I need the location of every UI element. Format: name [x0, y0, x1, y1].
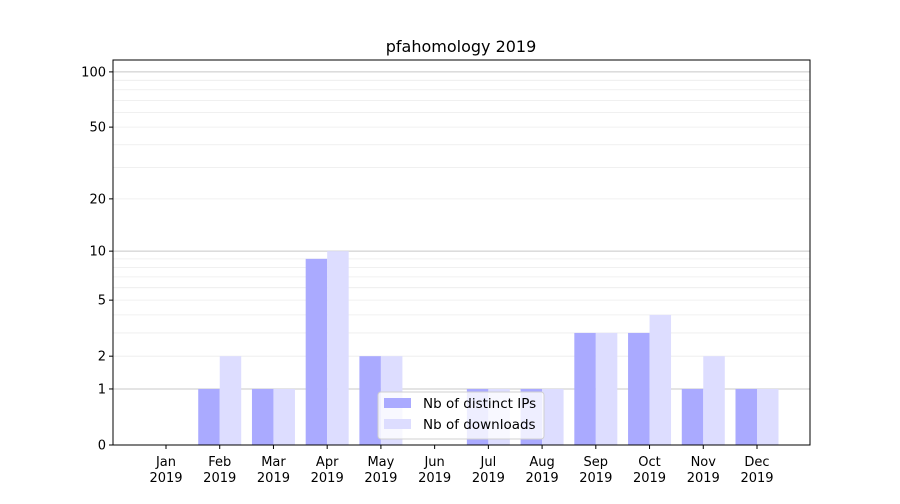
x-tick-label-month: Sep: [584, 455, 609, 470]
x-tick-label-year: 2019: [687, 471, 720, 486]
x-tick-label-year: 2019: [149, 471, 182, 486]
x-tick-label-month: Apr: [316, 455, 339, 470]
bar-downloads: [327, 251, 349, 445]
bar-downloads: [219, 356, 242, 445]
x-tick-label-year: 2019: [257, 471, 290, 486]
chart-title: pfahomology 2019: [386, 37, 537, 56]
x-tick-label-month: Jan: [155, 455, 176, 470]
x-tick-label-month: Nov: [691, 455, 717, 470]
bar-downloads: [542, 388, 564, 445]
x-tick-label-year: 2019: [633, 471, 666, 486]
bar-ips: [359, 356, 381, 445]
y-tick-label: 0: [98, 439, 106, 454]
y-tick-label: 5: [98, 294, 106, 309]
y-tick-label: 1: [98, 382, 106, 397]
legend-swatch: [384, 419, 411, 429]
x-tick-label-year: 2019: [472, 471, 505, 486]
x-tick-label-month: Jun: [423, 455, 444, 470]
bar-downloads: [757, 388, 779, 445]
bar-ips: [305, 258, 328, 445]
y-tick-label: 2: [98, 350, 106, 365]
x-tick-label-year: 2019: [579, 471, 612, 486]
x-tick-label-month: Aug: [529, 455, 554, 470]
legend-box: [377, 391, 545, 440]
x-tick-label-year: 2019: [740, 471, 773, 486]
legend-swatch: [384, 398, 411, 408]
x-tick-label-year: 2019: [203, 471, 236, 486]
bar-ips: [681, 388, 704, 445]
bar-downloads: [273, 388, 295, 445]
y-tick-label: 100: [81, 65, 106, 80]
x-tick-label-year: 2019: [311, 471, 344, 486]
x-tick-label-year: 2019: [418, 471, 451, 486]
bar-ips: [198, 388, 220, 445]
bar-downloads: [595, 332, 618, 445]
x-tick-label-month: Jul: [480, 455, 497, 470]
x-tick-label-month: Oct: [638, 455, 660, 470]
legend: Nb of distinct IPs Nb of downloads: [377, 391, 545, 440]
x-tick-label-month: Feb: [208, 455, 231, 470]
legend-label: Nb of distinct IPs: [423, 396, 536, 412]
x-tick-label-year: 2019: [364, 471, 397, 486]
y-tick-label: 10: [89, 245, 106, 260]
x-tick-label-month: Mar: [261, 455, 286, 470]
bar-downloads: [703, 356, 725, 445]
bar-ips: [735, 388, 757, 445]
y-tick-label: 50: [89, 121, 106, 136]
x-tick-label-year: 2019: [526, 471, 559, 486]
bar-ips: [574, 332, 596, 445]
bar-ips: [251, 388, 274, 445]
x-tick-label-month: May: [367, 455, 394, 470]
bar-downloads: [649, 314, 672, 445]
x-tick-label-month: Dec: [744, 455, 769, 470]
legend-label: Nb of downloads: [423, 417, 536, 433]
axes-frame: [112, 59, 811, 446]
y-tick-label: 20: [89, 192, 106, 207]
bar-ips: [628, 332, 650, 445]
